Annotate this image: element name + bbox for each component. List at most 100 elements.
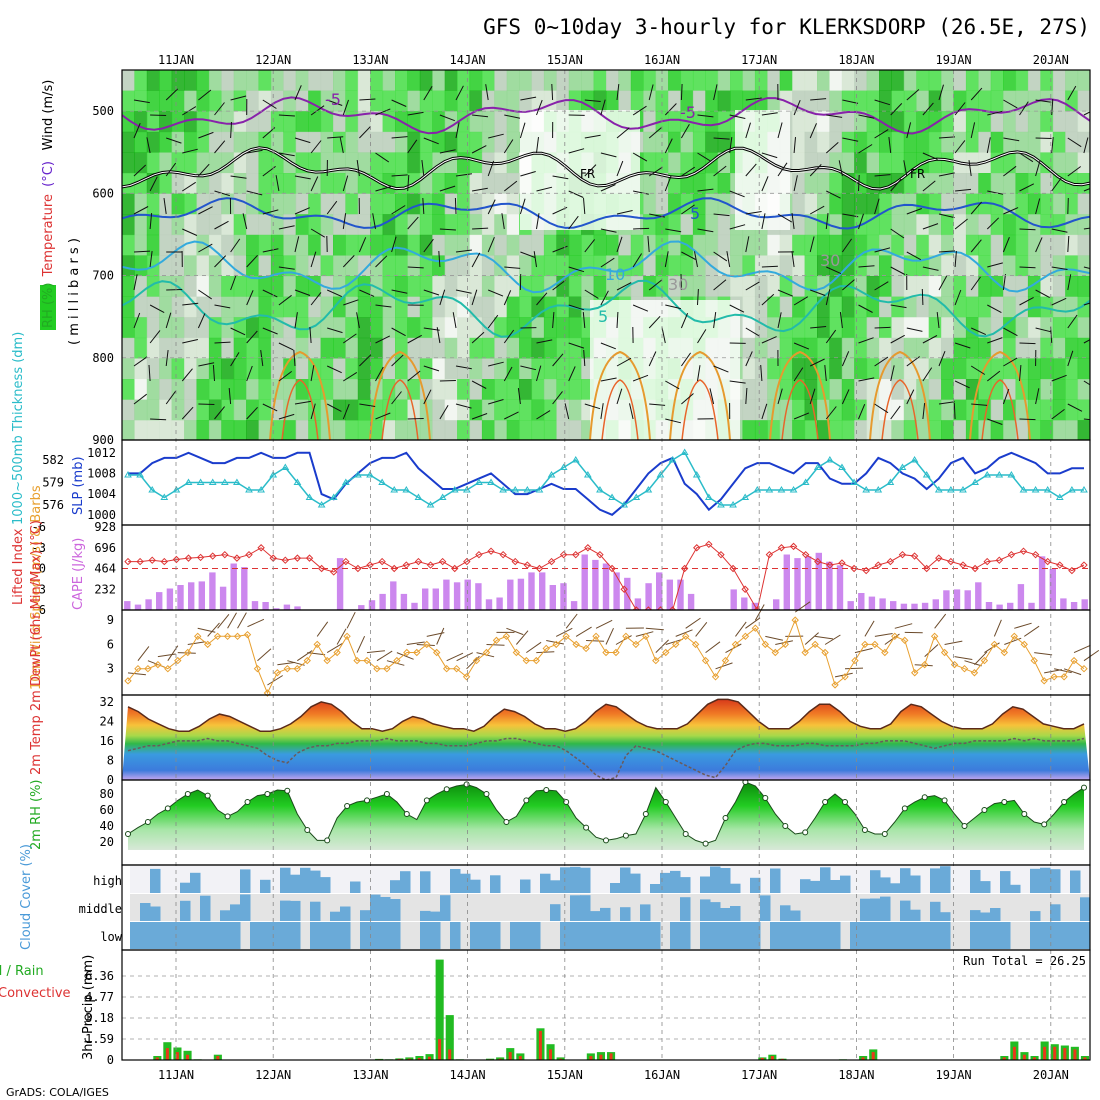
wind-barb	[568, 215, 579, 230]
cloud-cell	[510, 922, 521, 949]
thickness-point	[196, 478, 205, 485]
wind-barb	[745, 281, 760, 291]
rh-cell	[866, 70, 880, 91]
lifted-index-point	[777, 544, 786, 552]
rh-cell	[705, 193, 719, 215]
rh-cell	[196, 173, 210, 194]
cloud-cell	[790, 910, 801, 921]
wind-barb	[294, 207, 310, 215]
rh-cell	[432, 296, 446, 318]
rh-cell	[171, 317, 185, 339]
rh-point	[483, 791, 490, 797]
cloud-cell	[980, 922, 991, 949]
rh-cell	[122, 420, 135, 440]
contour-label: 10	[605, 265, 625, 284]
wind-barb	[600, 403, 604, 420]
cloud-cell	[560, 867, 571, 893]
rh-point	[722, 815, 729, 821]
thickness-point	[898, 463, 907, 470]
wind-barb	[1083, 380, 1090, 386]
rh-cell	[270, 152, 284, 174]
date-label-bottom: 16JAN	[644, 1068, 680, 1082]
wind-barb	[890, 178, 902, 192]
rh-cell	[494, 276, 508, 297]
wind-barb	[665, 228, 682, 233]
rh-cell	[122, 317, 135, 339]
rh-cell	[246, 214, 260, 236]
wind-barb	[246, 290, 254, 306]
cape-bar	[134, 604, 142, 610]
bottom-date-labels: 11JAN 12JAN 13JAN 14JAN 15JAN 16JAN 17JAN 18JAN…	[158, 1068, 1069, 1082]
rh-cell	[171, 337, 185, 359]
wind-barb	[664, 138, 673, 154]
wind-barb	[536, 292, 548, 306]
rh-cell	[829, 193, 843, 215]
wind-speed-point	[1000, 648, 1009, 657]
rh-cell	[258, 214, 272, 236]
wind-barb	[342, 99, 349, 116]
thickness-point	[995, 471, 1004, 478]
rh-cell	[829, 399, 843, 421]
lifted-index-point	[136, 557, 144, 566]
cloud-cell	[150, 922, 161, 949]
cape-bar	[517, 578, 525, 610]
cloud-cell	[880, 896, 891, 921]
cloud-cell	[840, 875, 851, 893]
rh-point	[802, 829, 809, 836]
rh-cell	[481, 234, 495, 256]
cloud-cell	[160, 922, 171, 949]
cloud-cell	[900, 922, 911, 949]
rh-cell	[866, 358, 880, 380]
rh-cell	[370, 193, 384, 215]
rh-cell	[370, 317, 384, 339]
wind-barb	[648, 315, 661, 329]
wind-barb	[745, 351, 753, 367]
wind-barb	[504, 266, 521, 269]
cloud-cell	[970, 870, 981, 893]
wind-barb	[858, 114, 875, 119]
rh-cell	[1052, 152, 1066, 174]
rh-cell	[481, 70, 495, 91]
wind-barb	[1083, 137, 1089, 154]
rh-point	[264, 791, 271, 797]
cloud-cell	[1030, 922, 1041, 949]
wind-speed-point	[1080, 664, 1088, 673]
date-label-top: 20JAN	[1033, 53, 1069, 67]
rh-cell	[531, 276, 545, 297]
thickness-point	[475, 478, 483, 485]
rh-cell	[730, 276, 744, 297]
rh-cell	[221, 420, 235, 440]
rh-cell	[320, 193, 334, 215]
rh-cell	[891, 70, 905, 91]
lifted-index-point	[499, 550, 507, 559]
thickness-point	[366, 471, 374, 478]
rh-cell	[308, 234, 322, 256]
precip-tick: 6.36	[85, 969, 114, 983]
rh-point	[642, 811, 649, 817]
cloud-cell	[250, 922, 261, 949]
cape-bar	[496, 597, 503, 610]
temp-tick: 8	[107, 753, 114, 767]
wind-barb	[472, 227, 489, 230]
rh-cell	[854, 255, 868, 277]
cloud-cell	[930, 922, 941, 949]
wind-barb	[986, 137, 991, 154]
rh-cell	[370, 234, 384, 256]
wind-barb	[278, 342, 294, 351]
wind-barb	[227, 612, 237, 629]
rh-cell	[122, 337, 135, 359]
precip-convective-bar	[538, 1030, 542, 1060]
rh-cell	[122, 90, 135, 112]
rh-point	[1081, 784, 1087, 791]
rh-cell	[953, 234, 967, 256]
rh-cell	[122, 111, 135, 133]
rh-cell	[829, 234, 843, 256]
rh-cell	[916, 111, 930, 133]
cape-bar	[953, 589, 961, 610]
cloud-cell	[360, 922, 371, 949]
wind-barb	[391, 391, 402, 405]
wind-barb	[555, 627, 573, 637]
cloud-cell	[820, 867, 831, 893]
rh-cell	[792, 214, 806, 236]
rh-cell	[891, 131, 905, 153]
